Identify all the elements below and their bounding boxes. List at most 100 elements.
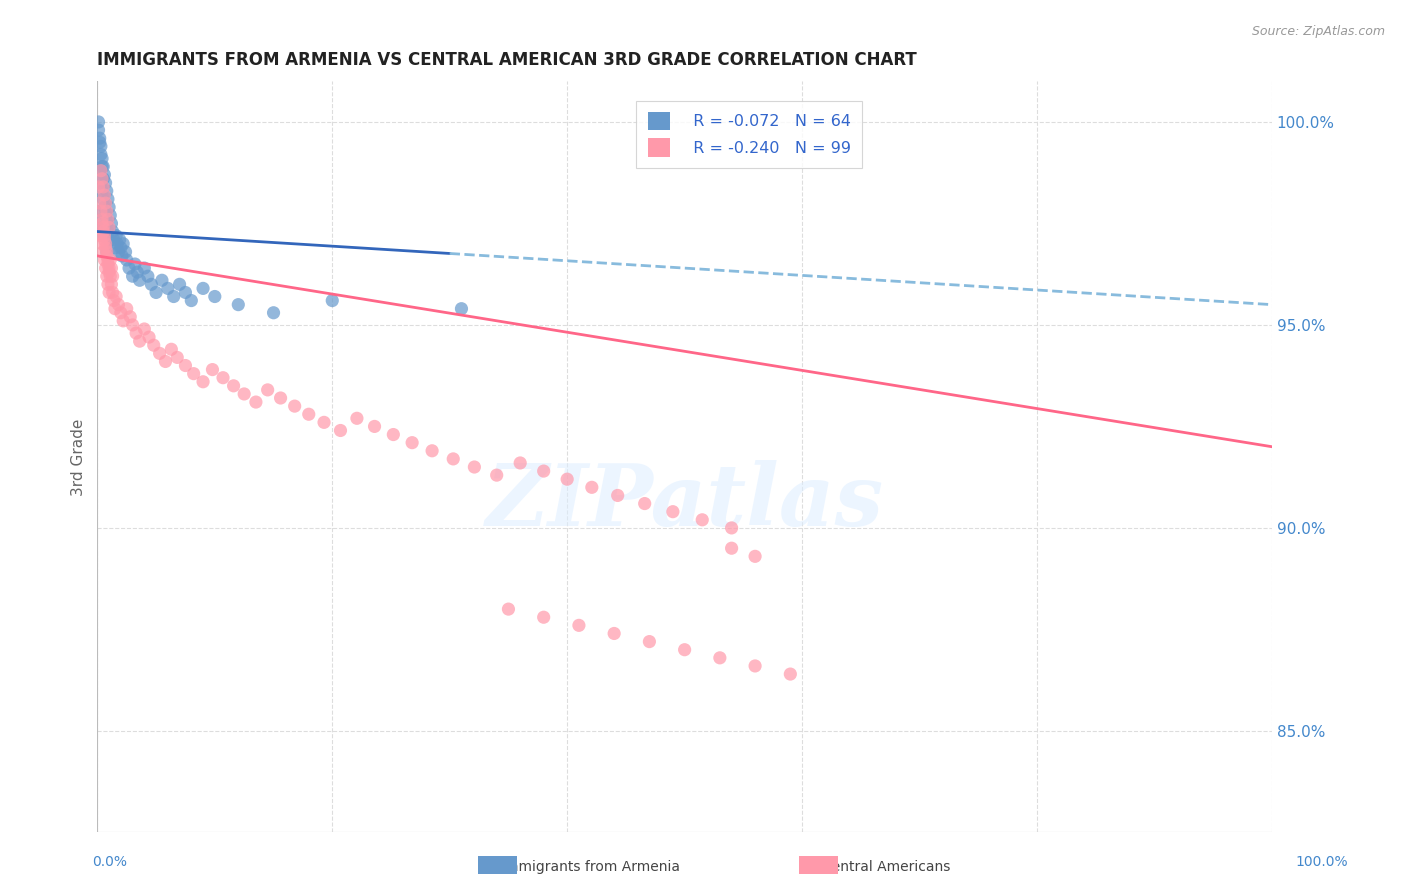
Point — [312, 416, 335, 430]
Point — [90, 204, 112, 219]
Point — [107, 298, 129, 312]
Point — [156, 281, 179, 295]
Point — [155, 354, 177, 368]
Point — [87, 115, 110, 129]
Point — [603, 626, 626, 640]
Point — [103, 293, 125, 308]
Point — [191, 375, 214, 389]
Point — [105, 289, 128, 303]
Point — [107, 244, 129, 259]
Point — [90, 228, 112, 243]
Point — [90, 176, 112, 190]
Point — [91, 192, 114, 206]
Point — [89, 196, 111, 211]
Point — [94, 196, 117, 211]
Point — [256, 383, 278, 397]
Point — [120, 310, 142, 324]
Point — [87, 180, 110, 194]
Point — [94, 261, 117, 276]
Point — [720, 541, 742, 556]
Point — [101, 285, 124, 300]
Point — [87, 123, 110, 137]
Point — [91, 220, 114, 235]
Point — [93, 228, 115, 243]
Point — [98, 200, 121, 214]
Text: Central Americans: Central Americans — [821, 860, 950, 874]
Point — [101, 269, 124, 284]
Point — [533, 610, 555, 624]
Point — [149, 346, 172, 360]
Point — [105, 228, 128, 243]
Point — [127, 265, 149, 279]
Text: Source: ZipAtlas.com: Source: ZipAtlas.com — [1251, 25, 1385, 38]
Point — [779, 667, 801, 681]
Point — [98, 233, 121, 247]
Point — [93, 252, 115, 267]
Point — [108, 233, 131, 247]
Point — [673, 642, 696, 657]
Point — [121, 269, 143, 284]
Point — [329, 424, 352, 438]
Point — [91, 171, 114, 186]
Point — [141, 277, 163, 292]
Point — [128, 334, 150, 348]
Point — [98, 285, 121, 300]
Point — [124, 257, 146, 271]
Point — [89, 135, 111, 149]
Point — [91, 225, 114, 239]
Point — [93, 200, 115, 214]
Point — [145, 285, 167, 300]
Point — [97, 277, 120, 292]
Point — [138, 330, 160, 344]
Point — [134, 322, 156, 336]
Point — [94, 241, 117, 255]
Point — [98, 208, 121, 222]
Point — [110, 241, 132, 255]
Point — [112, 236, 135, 251]
Point — [91, 220, 114, 235]
Point — [114, 244, 136, 259]
Point — [245, 395, 267, 409]
Point — [97, 225, 120, 239]
Point — [98, 252, 121, 267]
Point — [96, 204, 118, 219]
Text: 0.0%: 0.0% — [93, 855, 127, 869]
Point — [91, 160, 114, 174]
Point — [93, 168, 115, 182]
Point — [97, 257, 120, 271]
Point — [634, 497, 657, 511]
Point — [191, 281, 214, 295]
Point — [98, 265, 121, 279]
Point — [169, 277, 191, 292]
Point — [183, 367, 205, 381]
Point — [91, 212, 114, 227]
Point — [662, 505, 685, 519]
Point — [91, 184, 114, 198]
Point — [382, 427, 405, 442]
Point — [226, 298, 249, 312]
Point — [91, 212, 114, 227]
Point — [121, 318, 143, 332]
Point — [441, 451, 464, 466]
Point — [136, 269, 159, 284]
Point — [91, 171, 114, 186]
Point — [93, 188, 115, 202]
Point — [150, 273, 173, 287]
Point — [110, 306, 132, 320]
Text: 100.0%: 100.0% — [1295, 855, 1348, 869]
Point — [111, 249, 134, 263]
Point — [91, 152, 114, 166]
Point — [222, 379, 245, 393]
Point — [115, 301, 138, 316]
Point — [96, 269, 118, 284]
Point — [509, 456, 531, 470]
Point — [97, 252, 120, 267]
Point — [112, 314, 135, 328]
Point — [103, 233, 125, 247]
Point — [115, 252, 138, 267]
Point — [555, 472, 578, 486]
Point — [174, 285, 197, 300]
Point — [709, 650, 731, 665]
Point — [90, 204, 112, 219]
Point — [744, 549, 766, 564]
